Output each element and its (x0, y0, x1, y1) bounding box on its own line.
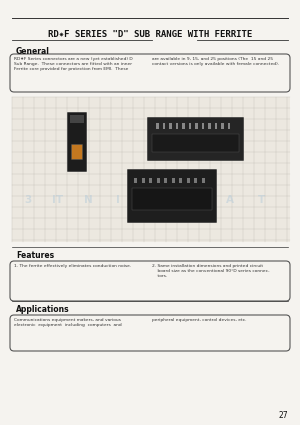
FancyBboxPatch shape (71, 144, 82, 159)
Bar (194, 178, 197, 183)
Bar (208, 123, 211, 129)
FancyBboxPatch shape (10, 261, 290, 301)
Bar (188, 123, 191, 129)
Text: TUTIO: TUTIO (137, 195, 173, 205)
Bar (156, 123, 158, 129)
Bar (134, 178, 137, 183)
Bar (182, 123, 184, 129)
Bar (164, 178, 167, 183)
Text: T: T (258, 195, 266, 205)
FancyBboxPatch shape (10, 54, 290, 92)
Bar (157, 178, 160, 183)
Bar (149, 178, 152, 183)
FancyBboxPatch shape (152, 134, 239, 152)
Text: Features: Features (16, 251, 54, 260)
Text: RD✷F Series connectors are a new (yet established) D
Sub Range.  These connector: RD✷F Series connectors are a new (yet es… (14, 57, 133, 71)
Bar (221, 123, 224, 129)
Bar (187, 178, 190, 183)
Text: Applications: Applications (16, 305, 70, 314)
Bar (227, 123, 230, 129)
Text: N: N (196, 195, 204, 205)
Text: A: A (226, 195, 234, 205)
Text: RD✷F SERIES "D" SUB RANGE WITH FERRITE: RD✷F SERIES "D" SUB RANGE WITH FERRITE (48, 30, 252, 39)
Text: peripheral equipment, control devices, etc.: peripheral equipment, control devices, e… (152, 318, 247, 322)
FancyBboxPatch shape (132, 188, 212, 210)
Bar (202, 178, 205, 183)
Text: 1. The ferrite effectively eliminates conduction noise.: 1. The ferrite effectively eliminates co… (14, 264, 131, 268)
Text: 27: 27 (278, 411, 288, 420)
Text: are available in 9, 15, and 25 positions (The  15 and 25
contact versions is onl: are available in 9, 15, and 25 positions… (152, 57, 279, 66)
Text: 3: 3 (24, 195, 32, 205)
Bar (142, 178, 145, 183)
Bar (172, 178, 175, 183)
FancyBboxPatch shape (68, 113, 86, 172)
Bar (176, 123, 178, 129)
FancyBboxPatch shape (70, 115, 84, 123)
Text: IT: IT (52, 195, 64, 205)
Bar (214, 123, 217, 129)
Bar (179, 178, 182, 183)
Text: I: I (116, 195, 120, 205)
FancyBboxPatch shape (10, 315, 290, 351)
Text: 2. Same installation dimensions and printed circuit
    board size as the conven: 2. Same installation dimensions and prin… (152, 264, 270, 278)
FancyBboxPatch shape (148, 117, 244, 161)
Text: General: General (16, 47, 50, 56)
Text: Communications equipment makers, and various
electronic  equipment  including  c: Communications equipment makers, and var… (14, 318, 122, 327)
FancyBboxPatch shape (128, 170, 217, 223)
Text: N: N (84, 195, 92, 205)
Bar (195, 123, 197, 129)
Bar (163, 123, 165, 129)
FancyBboxPatch shape (12, 97, 290, 242)
Bar (202, 123, 204, 129)
Bar (169, 123, 172, 129)
